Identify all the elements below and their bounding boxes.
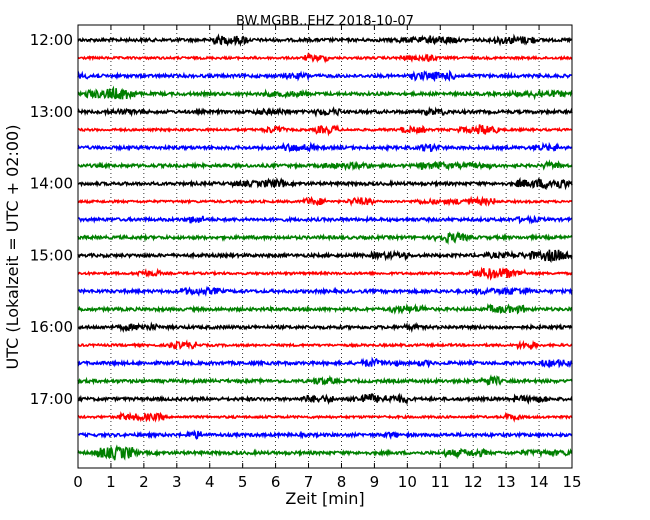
y-axis-ticks: 12:00 13:00 14:00 15:00 16:00 17:00 — [30, 31, 572, 408]
trace-1245 — [77, 85, 573, 101]
trace-1230 — [77, 69, 573, 83]
trace-1430 — [78, 214, 573, 225]
y-tick-label: 16:00 — [30, 318, 73, 336]
trace-1330 — [77, 141, 573, 153]
x-tick-label: 8 — [337, 473, 347, 491]
trace-1645 — [77, 374, 573, 387]
trace-1415 — [77, 195, 573, 207]
trace-1600 — [77, 321, 573, 333]
y-tick-label: 12:00 — [30, 31, 73, 49]
x-tick-label: 13 — [497, 473, 516, 491]
x-tick-label: 0 — [73, 473, 83, 491]
x-tick-label: 7 — [304, 473, 314, 491]
x-tick-label: 4 — [205, 473, 215, 491]
trace-1715 — [77, 410, 573, 423]
x-tick-label: 5 — [238, 473, 248, 491]
y-tick-label: 13:00 — [30, 103, 73, 121]
x-tick-label: 14 — [530, 473, 549, 491]
trace-1630 — [77, 356, 573, 369]
trace-1315 — [77, 124, 573, 137]
trace-1545 — [77, 302, 573, 315]
trace-1500 — [77, 249, 573, 264]
y-axis-label: UTC (Lokalzeit = UTC + 02:00) — [3, 125, 22, 370]
trace-1515 — [77, 266, 573, 281]
trace-1400 — [77, 176, 573, 191]
x-axis-label: Zeit [min] — [285, 489, 364, 508]
trace-1215 — [77, 51, 573, 64]
x-tick-label: 3 — [172, 473, 182, 491]
trace-1345 — [77, 159, 573, 172]
trace-1200 — [77, 33, 573, 47]
trace-1300 — [77, 106, 573, 118]
y-tick-label: 15:00 — [30, 246, 73, 264]
x-axis-ticks: 0 1 2 3 4 5 6 7 8 9 10 11 12 13 14 15 — [73, 25, 582, 491]
x-tick-label: 1 — [106, 473, 116, 491]
x-tick-label: 15 — [562, 473, 581, 491]
x-tick-label: 12 — [464, 473, 483, 491]
trace-1745 — [77, 444, 573, 461]
y-tick-label: 14:00 — [30, 175, 73, 193]
trace-1730 — [77, 429, 573, 440]
x-tick-label: 10 — [398, 473, 417, 491]
chart-title: BW.MGBB..EHZ 2018-10-07 — [236, 14, 414, 29]
x-tick-label: 6 — [271, 473, 281, 491]
traces — [77, 33, 573, 461]
x-tick-label: 11 — [431, 473, 450, 491]
trace-1615 — [77, 339, 573, 351]
x-tick-label: 9 — [370, 473, 380, 491]
y-tick-label: 17:00 — [30, 390, 73, 408]
trace-1530 — [77, 285, 573, 297]
plot-frame — [77, 24, 573, 469]
trace-1445 — [77, 230, 573, 245]
x-tick-label: 2 — [139, 473, 149, 491]
trace-1700 — [77, 392, 573, 406]
